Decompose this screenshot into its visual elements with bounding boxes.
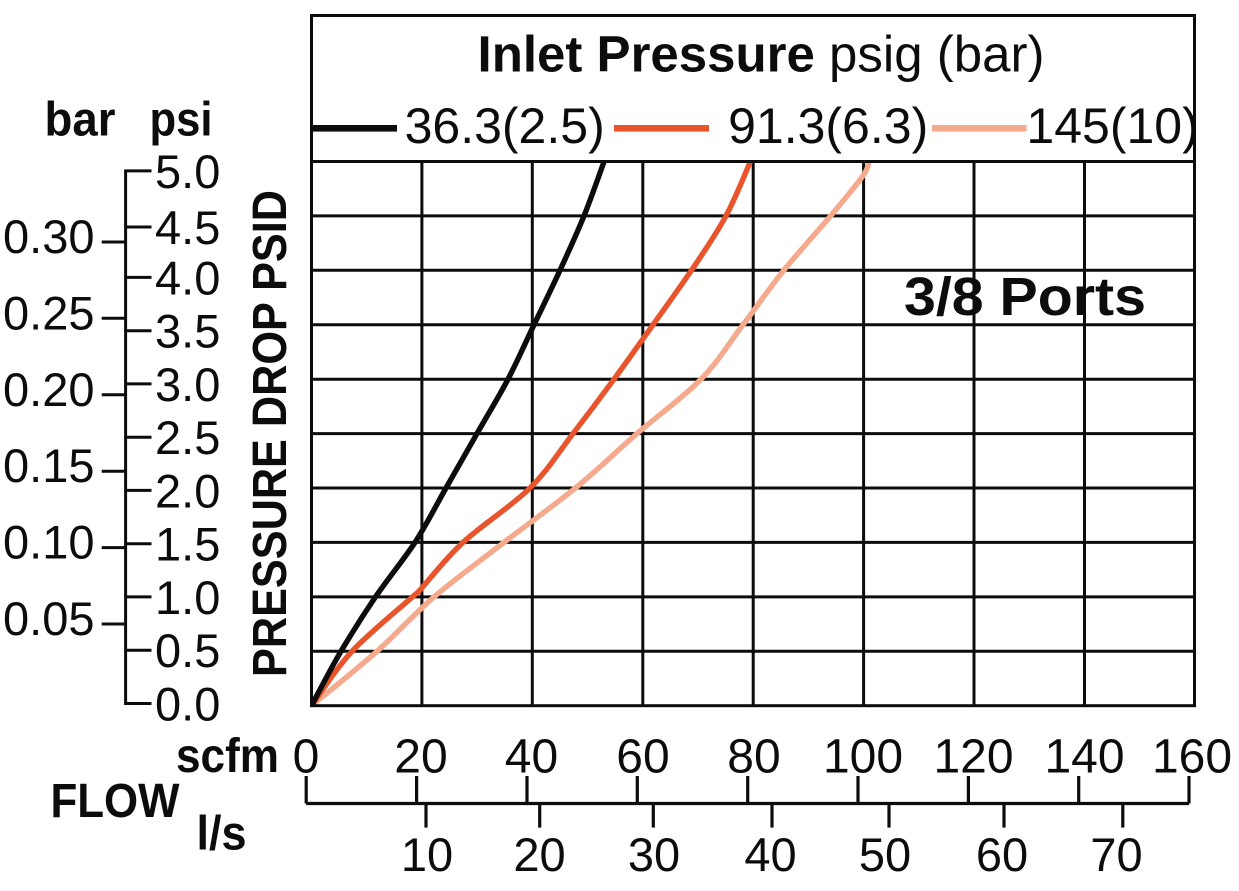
svg-text:4.0: 4.0 [155, 251, 220, 304]
svg-text:1.5: 1.5 [155, 518, 220, 571]
svg-text:0.30: 0.30 [3, 210, 94, 263]
svg-text:36.3(2.5): 36.3(2.5) [405, 98, 605, 154]
svg-text:120: 120 [933, 731, 1013, 784]
svg-text:20: 20 [513, 828, 565, 881]
svg-text:l/s: l/s [197, 808, 247, 861]
svg-text:60: 60 [616, 731, 669, 784]
svg-text:PRESSURE DROP PSID: PRESSURE DROP PSID [244, 190, 297, 677]
svg-text:4.5: 4.5 [155, 201, 220, 254]
svg-text:0.20: 0.20 [3, 363, 94, 416]
svg-text:50: 50 [859, 828, 911, 881]
svg-text:100: 100 [823, 731, 903, 784]
svg-text:160: 160 [1152, 731, 1232, 784]
svg-text:0.0: 0.0 [155, 678, 220, 731]
svg-text:FLOW: FLOW [51, 775, 181, 828]
svg-text:0.10: 0.10 [3, 516, 94, 569]
svg-text:80: 80 [727, 731, 780, 784]
svg-text:0.15: 0.15 [3, 439, 94, 492]
svg-text:3/8 Ports: 3/8 Ports [904, 267, 1146, 327]
svg-text:91.3(6.3): 91.3(6.3) [728, 98, 928, 154]
svg-text:30: 30 [628, 828, 680, 881]
svg-text:1.0: 1.0 [155, 571, 220, 624]
svg-text:0.5: 0.5 [155, 624, 220, 677]
svg-text:Inlet Pressure psig (bar): Inlet Pressure psig (bar) [478, 26, 1045, 83]
svg-text:0.05: 0.05 [3, 592, 94, 645]
svg-text:145(10): 145(10) [1026, 98, 1198, 154]
svg-text:3.5: 3.5 [155, 305, 220, 358]
svg-text:scfm: scfm [176, 730, 279, 783]
svg-text:40: 40 [744, 828, 796, 881]
svg-text:20: 20 [394, 731, 447, 784]
svg-text:psi: psi [150, 93, 213, 146]
svg-text:bar: bar [45, 93, 116, 146]
svg-text:60: 60 [976, 828, 1028, 881]
svg-text:2.5: 2.5 [155, 411, 220, 464]
svg-text:10: 10 [401, 828, 453, 881]
svg-text:70: 70 [1090, 828, 1142, 881]
svg-text:3.0: 3.0 [155, 358, 220, 411]
svg-text:140: 140 [1044, 731, 1124, 784]
svg-text:5.0: 5.0 [155, 145, 220, 198]
svg-text:2.0: 2.0 [155, 465, 220, 518]
svg-text:0.25: 0.25 [3, 286, 94, 339]
svg-text:40: 40 [505, 731, 558, 784]
svg-text:0: 0 [293, 731, 320, 784]
